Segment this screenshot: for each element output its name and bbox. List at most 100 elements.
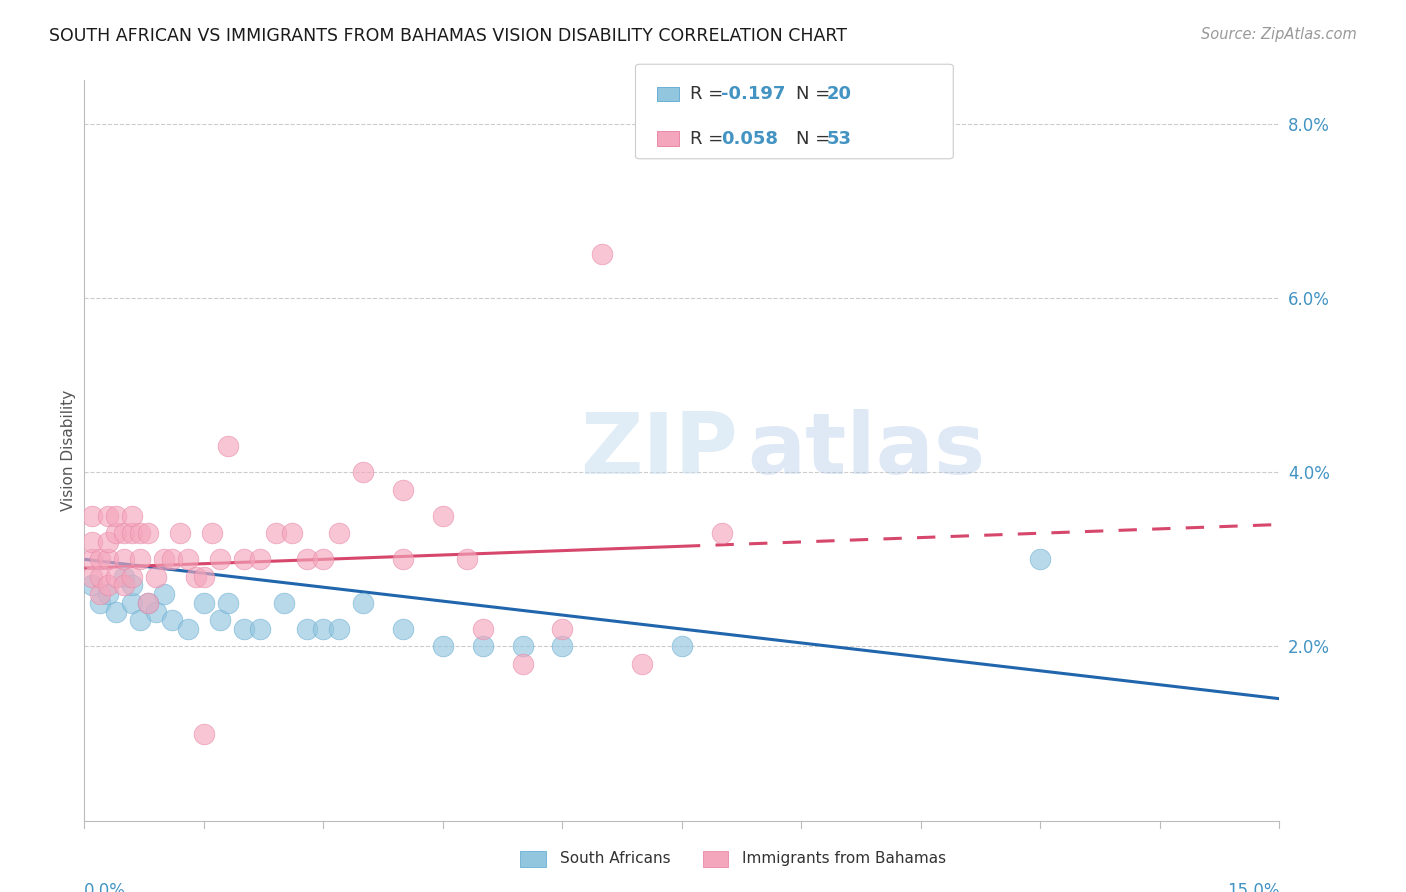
Text: -0.197: -0.197: [721, 85, 786, 103]
Point: [249, 622, 271, 636]
Point: [471, 640, 494, 654]
Text: 0.0%: 0.0%: [84, 881, 127, 892]
Point: [112, 570, 135, 584]
Point: [631, 657, 654, 671]
Point: [129, 526, 152, 541]
Point: [392, 622, 415, 636]
Text: Immigrants from Bahamas: Immigrants from Bahamas: [742, 852, 946, 866]
Point: [232, 552, 254, 566]
Point: [184, 570, 207, 584]
Point: [145, 605, 167, 619]
Point: [97, 587, 120, 601]
Point: [273, 596, 295, 610]
Point: [82, 570, 104, 584]
Point: [217, 439, 239, 453]
Text: R =: R =: [690, 85, 730, 103]
Point: [105, 508, 128, 523]
Text: South Africans: South Africans: [560, 852, 671, 866]
Point: [89, 596, 111, 610]
Text: 0.058: 0.058: [721, 129, 779, 147]
Point: [121, 570, 143, 584]
Point: [89, 552, 111, 566]
Point: [89, 587, 111, 601]
Point: [97, 508, 120, 523]
Point: [136, 526, 159, 541]
Point: [121, 578, 143, 592]
Point: [551, 640, 574, 654]
Point: [297, 622, 319, 636]
Point: [153, 552, 176, 566]
Point: [392, 552, 415, 566]
Point: [82, 578, 104, 592]
Point: [121, 596, 143, 610]
Point: [591, 247, 613, 261]
Point: [249, 552, 271, 566]
Point: [129, 613, 152, 627]
Point: [136, 596, 159, 610]
Text: 20: 20: [827, 85, 852, 103]
Point: [201, 526, 224, 541]
Text: ZIP: ZIP: [581, 409, 738, 492]
Point: [82, 552, 104, 566]
Point: [121, 526, 143, 541]
Point: [105, 570, 128, 584]
Point: [193, 570, 215, 584]
Text: 15.0%: 15.0%: [1227, 881, 1279, 892]
Point: [328, 526, 350, 541]
Point: [89, 570, 111, 584]
Point: [97, 578, 120, 592]
Text: atlas: atlas: [748, 409, 986, 492]
Point: [312, 622, 335, 636]
Point: [160, 613, 183, 627]
Point: [392, 483, 415, 497]
Point: [232, 622, 254, 636]
Point: [217, 596, 239, 610]
Point: [112, 526, 135, 541]
Point: [169, 526, 191, 541]
Point: [97, 552, 120, 566]
Point: [121, 508, 143, 523]
Text: N =: N =: [796, 129, 835, 147]
Point: [352, 596, 374, 610]
Point: [112, 552, 135, 566]
Point: [97, 535, 120, 549]
Point: [328, 622, 350, 636]
Text: N =: N =: [796, 85, 835, 103]
Point: [471, 622, 494, 636]
Point: [456, 552, 478, 566]
Point: [432, 508, 454, 523]
Point: [208, 613, 231, 627]
Point: [160, 552, 183, 566]
Point: [512, 640, 534, 654]
Text: R =: R =: [690, 129, 730, 147]
Point: [193, 596, 215, 610]
Point: [153, 587, 176, 601]
Point: [145, 570, 167, 584]
Point: [312, 552, 335, 566]
Y-axis label: Vision Disability: Vision Disability: [60, 390, 76, 511]
Point: [105, 605, 128, 619]
Text: Source: ZipAtlas.com: Source: ZipAtlas.com: [1201, 27, 1357, 42]
Point: [82, 535, 104, 549]
Point: [297, 552, 319, 566]
Point: [112, 578, 135, 592]
Text: SOUTH AFRICAN VS IMMIGRANTS FROM BAHAMAS VISION DISABILITY CORRELATION CHART: SOUTH AFRICAN VS IMMIGRANTS FROM BAHAMAS…: [49, 27, 848, 45]
Point: [671, 640, 693, 654]
Point: [136, 596, 159, 610]
Point: [512, 657, 534, 671]
Point: [432, 640, 454, 654]
Point: [352, 465, 374, 479]
Point: [129, 552, 152, 566]
Point: [551, 622, 574, 636]
Text: 53: 53: [827, 129, 852, 147]
Point: [208, 552, 231, 566]
Point: [193, 726, 215, 740]
Point: [1029, 552, 1052, 566]
Point: [177, 552, 200, 566]
Point: [280, 526, 302, 541]
Point: [82, 508, 104, 523]
Point: [264, 526, 287, 541]
Point: [177, 622, 200, 636]
Point: [105, 526, 128, 541]
Point: [710, 526, 733, 541]
